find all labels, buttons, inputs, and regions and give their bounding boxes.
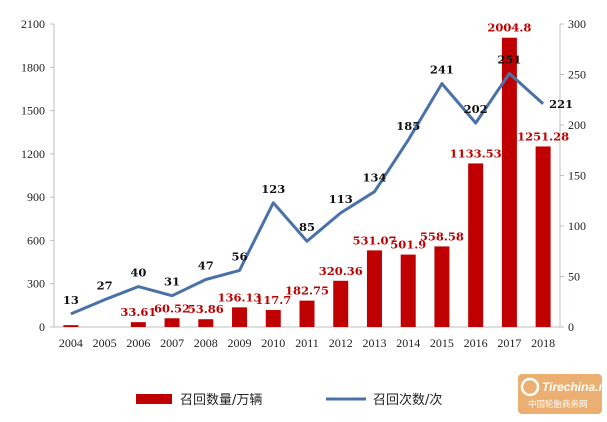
line-value-label: 241 bbox=[430, 63, 454, 77]
bar bbox=[468, 163, 484, 327]
bar bbox=[63, 325, 79, 327]
x-tick-label: 2006 bbox=[126, 336, 150, 350]
right-tick-label: 250 bbox=[568, 68, 586, 82]
right-tick-label: 100 bbox=[568, 219, 586, 233]
x-tick-label: 2008 bbox=[194, 336, 218, 350]
line-value-label: 47 bbox=[198, 259, 214, 273]
x-tick-label: 2016 bbox=[464, 336, 488, 350]
line-value-label: 113 bbox=[329, 192, 353, 206]
left-tick-label: 1500 bbox=[21, 104, 45, 118]
line-value-label: 123 bbox=[261, 182, 285, 196]
x-axis-ticks: 2004 2005 2006 2007 2008 2009 2010 2011 2012 2013… bbox=[59, 336, 555, 350]
left-tick-label: 900 bbox=[27, 190, 45, 204]
watermark: Tirechina.net 中国轮胎商务网 bbox=[518, 374, 607, 414]
bar-value-label: 2004.8 bbox=[487, 21, 531, 35]
bar bbox=[164, 318, 180, 327]
bar bbox=[198, 319, 214, 327]
line-value-label: 221 bbox=[549, 97, 573, 111]
line-value-label: 185 bbox=[396, 119, 420, 133]
bar bbox=[366, 250, 382, 327]
watermark-name: 中国轮胎商务网 bbox=[528, 399, 588, 410]
bar bbox=[501, 37, 517, 328]
bar-value-label: 53.86 bbox=[188, 302, 224, 316]
left-tick-label: 0 bbox=[39, 320, 45, 334]
bar-value-label: 136.13 bbox=[218, 290, 262, 304]
bar-value-label: 117.7 bbox=[255, 293, 291, 307]
x-tick-label: 2015 bbox=[430, 336, 454, 350]
line-path bbox=[70, 72, 545, 316]
line-value-label: 31 bbox=[164, 275, 180, 289]
bar bbox=[130, 322, 146, 327]
bar bbox=[434, 246, 450, 327]
legend-bar-label: 召回数量/万辆 bbox=[180, 393, 262, 408]
watermark-badge bbox=[518, 374, 602, 414]
left-tick-label: 1200 bbox=[21, 147, 45, 161]
line-value-label: 134 bbox=[362, 171, 386, 185]
line-value-label: 27 bbox=[97, 279, 113, 293]
x-tick-label: 2005 bbox=[93, 336, 117, 350]
bar bbox=[232, 307, 248, 327]
right-tick-label: 150 bbox=[568, 169, 586, 183]
line-value-label: 251 bbox=[497, 52, 521, 66]
line-value-label: 85 bbox=[299, 220, 315, 234]
right-tick-label: 300 bbox=[568, 17, 586, 31]
x-tick-label: 2017 bbox=[497, 336, 521, 350]
bar-value-label: 60.52 bbox=[154, 301, 190, 315]
left-tick-label: 1800 bbox=[21, 60, 45, 74]
bar bbox=[400, 254, 416, 327]
x-tick-label: 2011 bbox=[295, 336, 319, 350]
right-axis-ticks: 0 50 100 150 200 250 300 bbox=[560, 17, 586, 334]
bar-value-label: 501.9 bbox=[390, 238, 426, 252]
bar-value-label: 1251.28 bbox=[517, 129, 569, 143]
bar-value-label: 558.58 bbox=[420, 229, 464, 243]
right-tick-label: 200 bbox=[568, 118, 586, 132]
bar-value-label: 320.36 bbox=[319, 264, 363, 278]
bar bbox=[299, 300, 315, 327]
bar-value-label: 531.07 bbox=[352, 233, 396, 247]
legend-line-label: 召回次数/次 bbox=[373, 392, 442, 408]
x-tick-label: 2012 bbox=[329, 336, 353, 350]
bar bbox=[265, 310, 281, 327]
x-tick-label: 2018 bbox=[531, 336, 555, 350]
right-tick-label: 0 bbox=[568, 320, 574, 334]
legend-bar-swatch bbox=[136, 394, 172, 404]
legend: 召回数量/万辆 召回次数/次 bbox=[136, 392, 442, 408]
x-tick-label: 2013 bbox=[362, 336, 386, 350]
plot-area: 0 300 600 900 1200 1500 1800 2100 0 50 100 150 200 2… bbox=[21, 17, 586, 350]
bar-value-label: 33.61 bbox=[120, 305, 156, 319]
left-axis-ticks: 0 300 600 900 1200 1500 1800 2100 bbox=[21, 17, 54, 334]
bar-series bbox=[63, 37, 551, 328]
watermark-site: Tirechina.net bbox=[542, 380, 607, 394]
bar bbox=[333, 280, 349, 327]
bar bbox=[535, 146, 551, 327]
line-value-label: 40 bbox=[130, 266, 146, 280]
left-tick-label: 600 bbox=[27, 233, 45, 247]
line-value-label: 56 bbox=[232, 249, 248, 263]
line-series bbox=[70, 72, 545, 316]
right-tick-label: 50 bbox=[568, 270, 580, 284]
left-tick-label: 300 bbox=[27, 277, 45, 291]
line-value-label: 202 bbox=[464, 102, 488, 116]
bar-value-label: 1133.53 bbox=[450, 146, 502, 160]
left-tick-label: 2100 bbox=[21, 17, 45, 31]
x-tick-label: 2007 bbox=[160, 336, 184, 350]
x-tick-label: 2010 bbox=[261, 336, 285, 350]
x-tick-label: 2004 bbox=[59, 336, 83, 350]
watermark-logo-icon bbox=[520, 377, 540, 397]
line-data-labels: 13 27 40 31 47 56 123 85 113 134 185 241 202 251 221 bbox=[63, 52, 573, 306]
x-tick-label: 2009 bbox=[228, 336, 252, 350]
bar-value-label: 182.75 bbox=[285, 284, 329, 298]
x-tick-label: 2014 bbox=[396, 336, 420, 350]
line-value-label: 13 bbox=[63, 293, 79, 307]
